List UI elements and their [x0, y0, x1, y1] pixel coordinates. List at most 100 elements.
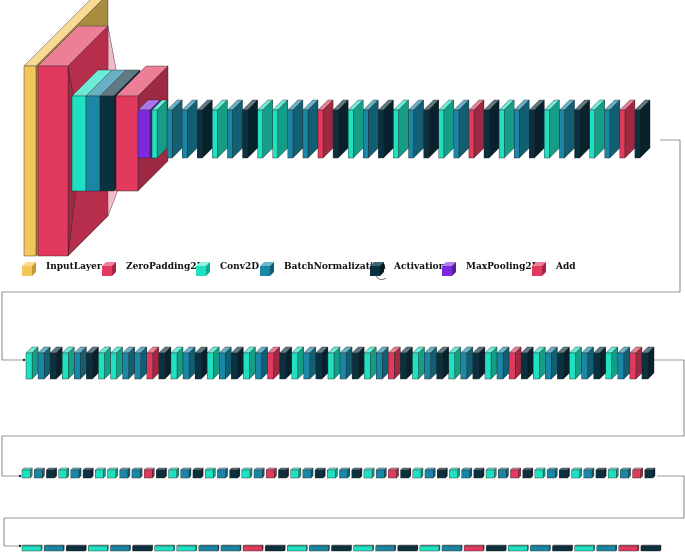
layer-batch-normalization: [496, 346, 510, 380]
layer-conv2-d: [326, 467, 338, 479]
layer-conv2-d: [154, 544, 176, 552]
layer-conv2-d: [21, 544, 43, 552]
layer-conv2-d: [589, 99, 606, 159]
layer-activation: [593, 346, 607, 380]
layer-conv2-d: [272, 99, 289, 159]
layer-conv2-d: [206, 346, 220, 380]
layer-batch-normalization: [339, 467, 351, 479]
layer-add: [143, 467, 155, 479]
layer-activation: [558, 467, 571, 479]
legend-label: Conv2D: [220, 262, 260, 272]
layer-batch-normalization: [181, 99, 198, 159]
layer-activation: [473, 467, 485, 479]
layer-conv2-d: [241, 467, 253, 479]
layer-activation: [351, 346, 365, 380]
layer-activation: [574, 99, 591, 159]
layer-batch-normalization: [73, 346, 87, 380]
layer-batch-normalization: [119, 467, 131, 479]
layer-batch-normalization: [339, 346, 353, 380]
layer-add: [629, 346, 643, 380]
layer-batch-normalization: [513, 99, 530, 159]
layer-row-3: [21, 467, 656, 479]
layer-conv2-d: [448, 467, 461, 479]
layer-conv2-d: [574, 544, 596, 552]
layer-activation: [485, 544, 507, 552]
layer-batch-normalization: [302, 99, 319, 159]
layer-add: [387, 467, 400, 479]
layer-conv2-d: [242, 346, 256, 380]
layer-activation: [522, 467, 534, 479]
layer-add: [317, 99, 334, 159]
layer-batch-normalization: [424, 467, 436, 479]
layer-batch-normalization: [375, 346, 389, 380]
layer-activation: [315, 346, 329, 380]
stem-layers: [23, 0, 169, 257]
layer-batch-normalization: [37, 346, 51, 380]
layer-batch-normalization: [529, 544, 551, 552]
layer-add: [632, 467, 644, 479]
layer-conv2-d: [607, 467, 619, 479]
layer-batch-normalization: [308, 544, 330, 552]
layer-activation: [132, 544, 154, 552]
layer-conv2-d: [170, 346, 184, 380]
layer-activation: [279, 346, 293, 380]
layer-activation: [397, 544, 419, 552]
layer-conv2-d: [419, 544, 441, 552]
layer-activation: [85, 346, 99, 380]
layer-conv2-d: [543, 99, 560, 159]
layer-activation: [155, 467, 168, 479]
layer-conv2-d: [204, 467, 216, 479]
layer-conv2-d: [151, 99, 168, 159]
connector-dot: [18, 544, 22, 548]
layer-batch-normalization: [583, 467, 595, 479]
layer-conv2-d: [411, 346, 426, 380]
layer-batch-normalization: [302, 467, 314, 479]
layer-batch-normalization: [408, 99, 425, 159]
layer-activation: [330, 544, 353, 552]
layer-activation: [45, 467, 58, 479]
layer-batch-normalization: [226, 99, 244, 159]
connector-line: [1, 359, 685, 477]
layer-conv2-d: [87, 544, 109, 552]
layer-add: [267, 346, 281, 380]
layer-add: [146, 346, 160, 380]
layer-activation: [351, 467, 363, 479]
layer-batch-normalization: [546, 467, 558, 479]
connector-dot: [22, 358, 26, 362]
maxpooling2d-swatch-icon: [442, 261, 456, 276]
layer-batch-normalization: [218, 346, 232, 380]
layer-batch-normalization: [134, 346, 148, 380]
layer-add: [265, 467, 277, 479]
layer-conv2-d: [327, 346, 341, 380]
layer-add: [509, 467, 522, 479]
layer-conv2-d: [507, 544, 529, 552]
layer-conv2-d: [363, 346, 377, 380]
legend-label: ZeroPadding2D: [126, 262, 205, 272]
layer-add: [618, 544, 640, 552]
activation-swatch-icon: [370, 261, 384, 276]
layer-conv2-d: [21, 467, 33, 479]
layer-conv2-d: [286, 544, 308, 552]
layer-batch-normalization: [166, 99, 183, 159]
layer-batch-normalization: [253, 467, 265, 479]
layer-batch-normalization: [596, 544, 618, 552]
layer-batch-normalization: [544, 346, 558, 380]
layer-conv2-d: [58, 467, 70, 479]
zeropadding2d-swatch-icon: [102, 261, 116, 276]
layer-activation: [264, 544, 286, 552]
layer-conv2-d: [25, 346, 39, 380]
layer-activation: [332, 99, 349, 159]
layer-activation: [399, 346, 413, 380]
layer-batch-normalization: [461, 467, 473, 479]
layer-conv2-d: [94, 467, 106, 479]
layer-batch-normalization: [581, 346, 595, 380]
layer-conv2-d: [110, 346, 124, 380]
connector-line: [3, 475, 685, 547]
layer-activation: [595, 467, 607, 479]
connector-line: [1, 139, 681, 361]
layer-conv2-d: [498, 99, 515, 159]
layer-activation: [641, 346, 655, 380]
layer-batch-normalization: [180, 467, 192, 479]
layer-batch-normalization: [109, 544, 132, 552]
layer-activation: [242, 99, 259, 159]
